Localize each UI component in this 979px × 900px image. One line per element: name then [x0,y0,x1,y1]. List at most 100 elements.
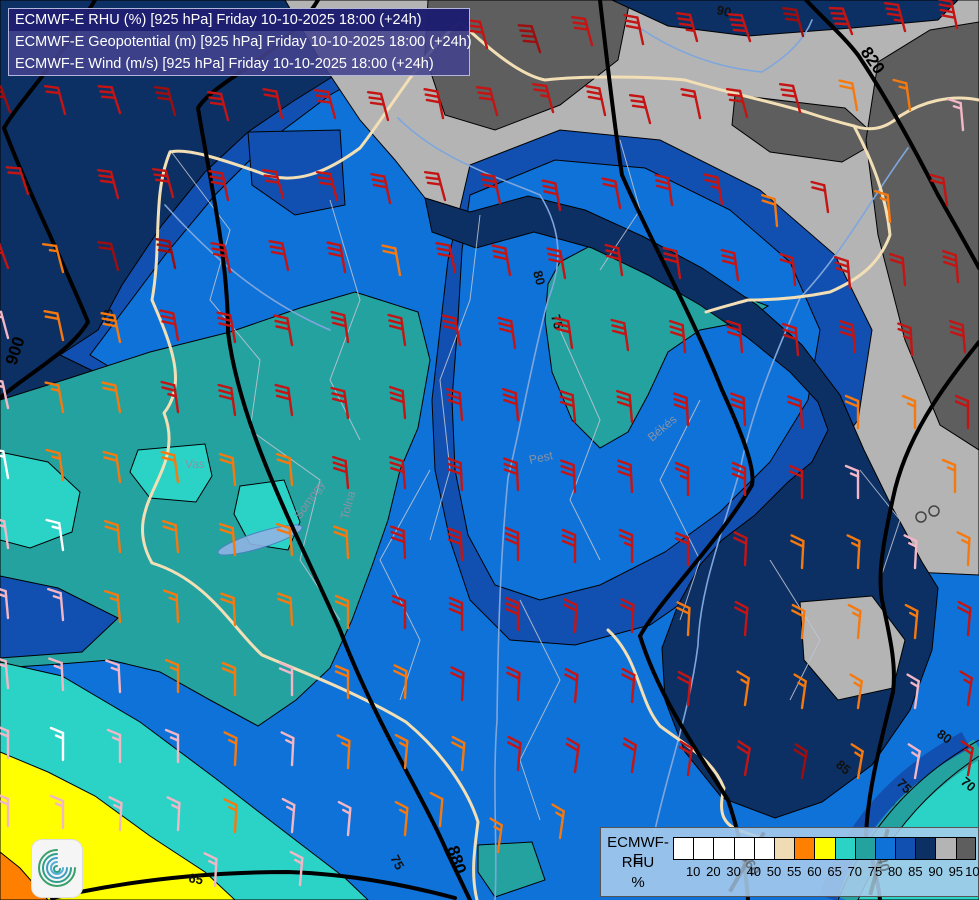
legend-tick-label: 85 [908,864,923,879]
wind-barb [203,852,218,888]
wind-barb [733,531,748,567]
wind-barb [793,743,808,780]
wind-barb [480,172,502,205]
rh-contour-label: 75 [387,852,407,872]
wind-barb [703,173,724,206]
wind-barb [446,387,464,422]
wind-barb [447,457,464,492]
wind-barb [391,594,407,630]
wind-barb [164,658,180,694]
wind-barb [0,655,10,690]
wind-barb [475,85,499,117]
wind-barb [844,394,860,430]
legend-tick-label: 55 [786,864,802,879]
legend-color-swatch [794,837,815,860]
county-label: Pest [528,448,555,467]
wind-barb [554,316,574,350]
wind-barb [790,534,805,570]
legend-color-swatch [713,837,734,860]
wind-barb [164,728,180,764]
wind-barb [390,525,407,560]
wind-barb [904,603,919,640]
wind-barb [281,797,296,834]
wind-barb [223,731,238,767]
wind-barb [160,380,180,414]
wind-barb [208,169,230,202]
legend-model-label: ECMWF-E [607,834,669,868]
contour-880 [195,0,472,900]
wind-barb [947,97,965,132]
wind-barb [0,241,10,270]
wind-barb [45,518,65,552]
title-rhu: ECMWF-E RHU (%) [925 hPa] Friday 10-10-2… [9,9,469,31]
wind-barb [907,743,921,780]
geopotential-label: 880 [443,843,470,876]
wind-barb [561,528,577,564]
wind-barb [903,534,918,570]
wind-barb [507,735,522,772]
wind-barb [47,587,65,622]
wind-barb [497,316,517,350]
wind-barb [761,193,779,228]
wind-barb [389,455,407,490]
county-label: Vas [185,457,205,471]
title-wind: ECMWF-E Wind (m/s) [925 hPa] Friday 10-1… [15,56,434,72]
wind-barb [105,659,122,694]
calm-wind-symbol [928,505,940,517]
wind-barb [730,392,747,427]
wind-barb [834,255,852,290]
legend-color-swatch [733,837,754,860]
wind-barb [330,310,350,344]
wind-barb [217,383,237,417]
wind-barb [210,241,232,274]
wind-barb [96,168,120,200]
wind-barb [531,82,555,114]
wind-barb [423,87,445,120]
wind-barb [447,527,464,562]
wind-barb [0,84,12,114]
wind-barb [429,791,444,828]
wind-barb [828,6,854,36]
wind-barb [491,244,512,277]
wind-barb [44,381,65,414]
wind-barb [956,531,971,567]
wind-barb [278,661,294,697]
legend-color-swatch [895,837,916,860]
wind-barb [162,519,180,554]
wind-barb [108,796,123,832]
wind-barb [727,13,752,43]
legend-tick-label: 70 [847,864,863,879]
wind-barb [541,179,562,212]
wind-barb [901,394,917,430]
wind-barb [206,90,230,122]
wind-barb [43,309,65,342]
met-service-logo [32,840,82,897]
wind-barb [262,87,284,120]
wind-barb [330,386,350,420]
legend-tick-label: 60 [807,864,822,879]
legend-color-swatch [693,837,714,860]
wind-barb [736,740,751,777]
wind-barb [838,79,859,112]
wind-barb [610,318,630,352]
wind-barb [219,522,237,557]
legend-tick-label: 10 [685,864,701,879]
wind-barb [49,794,65,830]
rh-contour-label: 75 [548,313,566,331]
wind-barb [585,84,607,117]
wind-barb [441,314,462,347]
wind-barb [334,664,350,700]
wind-barb [389,385,407,420]
wind-barb [337,800,352,837]
legend-tick-label: 75 [867,864,883,879]
wind-barb [874,189,892,224]
wind-barb [49,726,65,762]
wind-barb [5,166,30,196]
wind-barb [160,450,180,484]
wind-barb [0,516,10,550]
legend-tick-label: 20 [706,864,721,879]
wind-barb [616,389,634,424]
